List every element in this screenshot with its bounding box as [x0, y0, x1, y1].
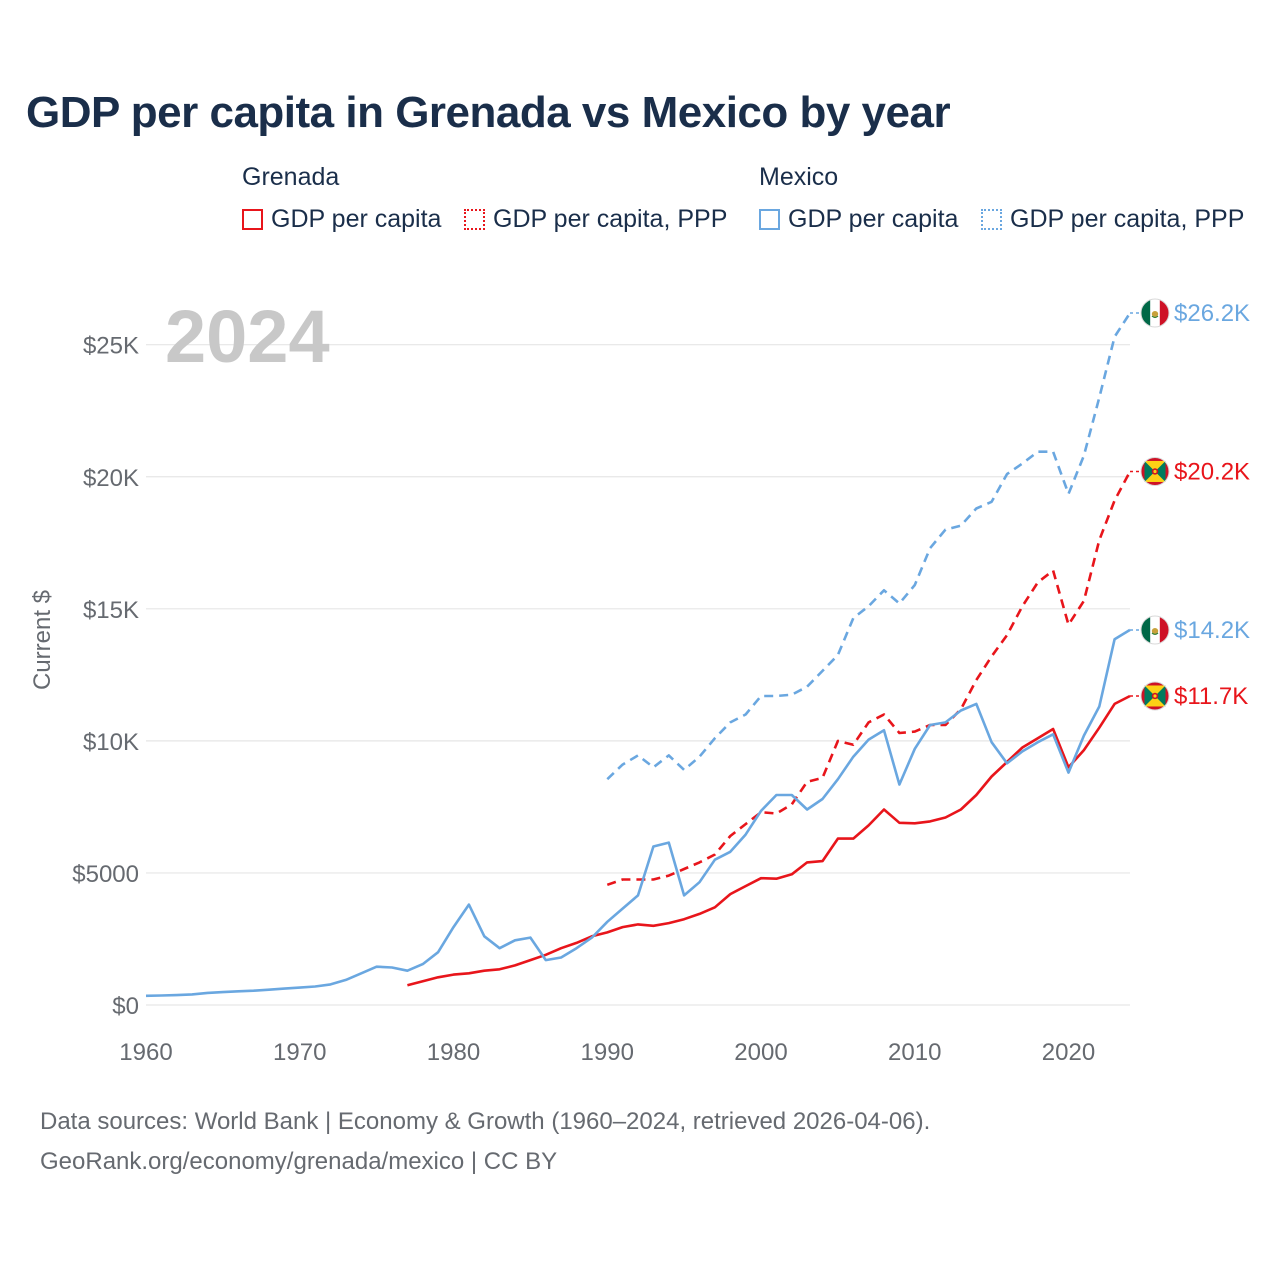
- series-line-mexico[interactable]: [145, 628, 1131, 998]
- y-tick-label: $15K: [83, 597, 139, 624]
- end-value-label: $20.2K: [1174, 458, 1250, 485]
- legend-item-mexico-gdp-ppp[interactable]: GDP per capita, PPP: [981, 205, 1244, 234]
- chart-title: GDP per capita in Grenada vs Mexico by y…: [26, 88, 951, 137]
- x-tick-label: 2020: [1042, 1039, 1095, 1066]
- legend-label: GDP per capita: [271, 205, 442, 233]
- x-tick-label: 1970: [273, 1039, 326, 1066]
- x-tick-label: 2000: [734, 1039, 787, 1066]
- x-tick-label: 1990: [581, 1039, 634, 1066]
- y-tick-label: $20K: [83, 465, 139, 492]
- end-value-label: $11.7K: [1174, 683, 1248, 710]
- legend-swatch-mexico-solid: [759, 209, 780, 230]
- series-line-mexico-ppp[interactable]: [606, 312, 1132, 781]
- x-tick-label: 1960: [119, 1039, 172, 1066]
- footer-sources: Data sources: World Bank | Economy & Gro…: [40, 1108, 931, 1135]
- y-tick-label: $5000: [72, 861, 139, 888]
- legend-label: GDP per capita, PPP: [493, 205, 728, 233]
- x-tick-label: 1980: [427, 1039, 480, 1066]
- legend-swatch-grenada-solid: [242, 209, 263, 230]
- y-axis-label: Current $: [29, 590, 56, 690]
- footer-attribution: GeoRank.org/economy/grenada/mexico | CC …: [40, 1148, 558, 1175]
- y-tick-label: $10K: [83, 729, 139, 756]
- x-tick-label: 2010: [888, 1039, 941, 1066]
- mexico-flag-icon: [1140, 298, 1170, 328]
- y-tick-label: $25K: [83, 333, 139, 360]
- grenada-flag-icon: [1140, 681, 1170, 711]
- legend-group-mexico: Mexico: [759, 163, 839, 191]
- legend-group-grenada: Grenada: [242, 163, 340, 191]
- end-value-label: $26.2K: [1174, 300, 1250, 327]
- legend-swatch-grenada-dotted: [464, 209, 485, 230]
- legend-item-grenada-gdp-ppp[interactable]: GDP per capita, PPP: [464, 205, 727, 234]
- legend-item-mexico-gdp[interactable]: GDP per capita: [759, 205, 958, 234]
- legend-swatch-mexico-dotted: [981, 209, 1002, 230]
- legend-label: GDP per capita, PPP: [1010, 205, 1245, 233]
- end-value-label: $14.2K: [1174, 617, 1250, 644]
- mexico-flag-icon: [1140, 615, 1170, 645]
- series-line-grenada[interactable]: [407, 694, 1131, 987]
- y-tick-label: $0: [112, 993, 139, 1020]
- legend-item-grenada-gdp[interactable]: GDP per capita: [242, 205, 441, 234]
- year-watermark: 2024: [165, 295, 330, 378]
- legend-label: GDP per capita: [788, 205, 959, 233]
- series-line-grenada-ppp[interactable]: [606, 470, 1132, 887]
- grenada-flag-icon: [1140, 456, 1170, 486]
